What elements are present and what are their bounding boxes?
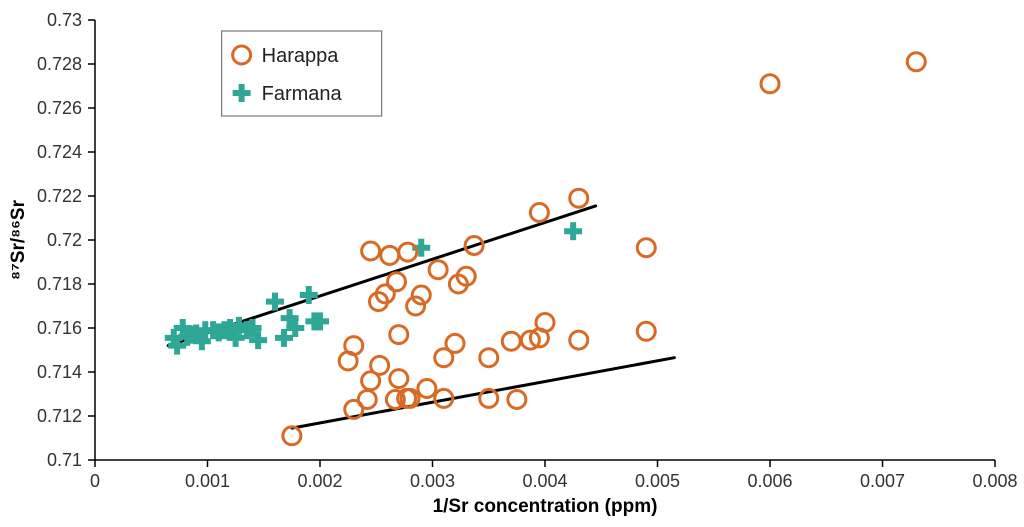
x-tick-label: 0.005 (635, 471, 680, 491)
x-tick-label: 0.008 (972, 471, 1017, 491)
x-tick-label: 0.001 (185, 471, 230, 491)
x-axis-label: 1/Sr concentration (ppm) (433, 496, 658, 517)
x-tick-label: 0.006 (747, 471, 792, 491)
legend-label-farmana: Farmana (262, 83, 343, 105)
y-tick-label: 0.718 (37, 274, 82, 294)
y-tick-label: 0.726 (37, 98, 82, 118)
y-tick-label: 0.724 (37, 142, 82, 162)
x-tick-label: 0.004 (522, 471, 567, 491)
y-tick-label: 0.712 (37, 406, 82, 426)
y-tick-label: 0.716 (37, 318, 82, 338)
x-tick-label: 0.002 (297, 471, 342, 491)
sr-scatter-chart: 0 0.001 0.002 0.003 0.004 0.005 0.006 0.007 0.00… (0, 0, 1024, 527)
y-tick-label: 0.714 (37, 362, 82, 382)
y-axis-label: ⁸⁷Sr/⁸⁶Sr (8, 199, 29, 280)
x-tick-label: 0.007 (860, 471, 905, 491)
y-tick-label: 0.722 (37, 186, 82, 206)
chart-bg (0, 0, 1024, 527)
legend-label-harappa: Harappa (262, 45, 340, 67)
y-tick-label: 0.73 (47, 10, 82, 30)
x-tick-label: 0 (90, 471, 100, 491)
y-tick-label: 0.728 (37, 54, 82, 74)
y-tick-label: 0.71 (47, 450, 82, 470)
y-tick-label: 0.72 (47, 230, 82, 250)
x-tick-label: 0.003 (410, 471, 455, 491)
